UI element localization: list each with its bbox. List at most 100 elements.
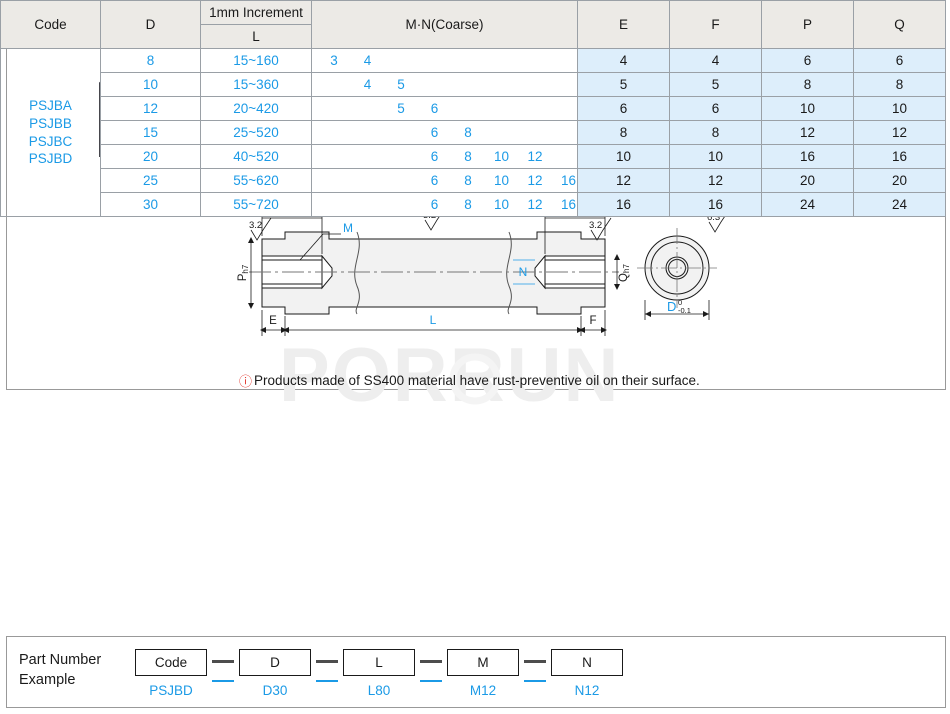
separator-dash-top — [524, 660, 546, 663]
mn-value: 10 — [493, 196, 510, 212]
part-number-segment: N N12 — [551, 649, 623, 698]
table-header-row: Code D 1mm Increment M·N(Coarse) E F P Q — [0, 0, 946, 49]
cell-l: 25~520 — [200, 120, 312, 145]
cell-e: 16 — [577, 192, 670, 217]
header-increment: 1mm Increment — [200, 0, 312, 25]
part-number-box[interactable]: Code — [135, 649, 207, 676]
mn-value: 5 — [397, 100, 405, 116]
cell-mn: 6 8 10 12 — [311, 144, 578, 169]
part-number-segment: Code PSJBD — [135, 649, 207, 698]
dim-label-q: Qh7 — [618, 264, 631, 282]
dim-d-tol-lower: -0.1 — [678, 306, 691, 315]
part-number-box[interactable]: D — [239, 649, 311, 676]
part-number-value: N12 — [574, 683, 600, 698]
dim-d-tol-upper: 0 — [678, 298, 682, 307]
cell-p: 6 — [761, 48, 854, 73]
part-number-segment: D D30 — [239, 649, 311, 698]
cell-f: 8 — [669, 120, 762, 145]
table-row: 20 40~520 6 8 10 12 10 10 16 16 — [1, 144, 946, 169]
part-number-example-title: Part Number Example — [19, 651, 129, 690]
separator-dash-top — [316, 660, 338, 663]
part-number-title-line2: Example — [19, 671, 76, 688]
cell-l: 15~160 — [200, 48, 312, 73]
mn-value: 8 — [464, 124, 472, 140]
part-number-segment: L L80 — [343, 649, 415, 698]
dim-label-l: L — [430, 313, 437, 327]
part-number-separator — [311, 649, 343, 682]
cell-q: 24 — [853, 192, 946, 217]
part-number-sequence: Code PSJBD D D30 L L80 M M12 N N12 — [135, 649, 623, 698]
cell-l: 40~520 — [200, 144, 312, 169]
mn-value: 5 — [397, 76, 405, 92]
mn-value: 8 — [464, 172, 472, 188]
part-number-box[interactable]: N — [551, 649, 623, 676]
cell-q: 10 — [853, 96, 946, 121]
cell-d: 10 — [100, 72, 201, 97]
cell-mn: 6 8 10 12 16 — [311, 192, 578, 217]
cell-p: 10 — [761, 96, 854, 121]
separator-dash-bottom — [316, 680, 338, 682]
mn-value: 12 — [527, 196, 543, 212]
svg-text:3.2: 3.2 — [589, 220, 602, 231]
header-f: F — [669, 0, 762, 49]
svg-text:3.2: 3.2 — [249, 220, 262, 231]
part-number-value: PSJBD — [149, 683, 193, 698]
part-number-segment: M M12 — [447, 649, 519, 698]
dim-label-f: F — [589, 315, 596, 327]
cell-e: 6 — [577, 96, 670, 121]
mn-value: 12 — [527, 172, 543, 188]
cell-d: 8 — [100, 48, 201, 73]
cell-f: 16 — [669, 192, 762, 217]
mn-value: 16 — [560, 172, 577, 188]
cell-f: 5 — [669, 72, 762, 97]
mn-value: 10 — [493, 148, 510, 164]
table-row: 10 15~360 4 5 5 5 8 8 — [1, 72, 946, 97]
cell-e: 8 — [577, 120, 670, 145]
cell-e: 4 — [577, 48, 670, 73]
dim-label-p: Ph7 — [237, 264, 250, 281]
mn-value: 12 — [527, 148, 543, 164]
table-row: PSJBA PSJBB PSJBC PSJBD 8 15~160 3 4 4 4 6 6 — [0, 48, 946, 217]
cell-l: 55~720 — [200, 192, 312, 217]
part-number-box[interactable]: M — [447, 649, 519, 676]
mn-value: 16 — [560, 196, 577, 212]
part-number-value: D30 — [262, 683, 288, 698]
cell-p: 12 — [761, 120, 854, 145]
cell-q: 6 — [853, 48, 946, 73]
cell-code: PSJBC — [28, 133, 73, 149]
cell-d: 15 — [100, 120, 201, 145]
cell-p: 20 — [761, 168, 854, 193]
cell-l: 15~360 — [200, 72, 312, 97]
cell-d: 30 — [100, 192, 201, 217]
separator-dash-top — [212, 660, 234, 663]
part-number-separator — [519, 649, 551, 682]
cell-q: 16 — [853, 144, 946, 169]
header-mn: M·N(Coarse) — [311, 0, 578, 49]
separator-dash-bottom — [420, 680, 442, 682]
info-icon: ⓘ — [239, 374, 253, 389]
table-row: 25 55~620 6 8 10 12 16 12 12 20 20 — [1, 168, 946, 193]
dimensions-table: Code D 1mm Increment M·N(Coarse) E F P Q… — [0, 0, 946, 217]
technical-drawing: M×2 N×2 M N Ph7 — [237, 204, 730, 344]
dim-label-e: E — [269, 315, 277, 327]
finish-symbol-right: 3.2 — [589, 217, 612, 241]
mn-value: 8 — [464, 148, 472, 164]
cell-q: 12 — [853, 120, 946, 145]
cell-f: 6 — [669, 96, 762, 121]
cell-q: 20 — [853, 168, 946, 193]
cell-p: 16 — [761, 144, 854, 169]
cell-p: 24 — [761, 192, 854, 217]
mn-value: 3 — [330, 52, 338, 68]
part-number-box[interactable]: L — [343, 649, 415, 676]
header-q: Q — [853, 0, 946, 49]
mn-value: 8 — [464, 196, 472, 212]
cell-e: 12 — [577, 168, 670, 193]
table-row: 15 25~520 6 8 8 8 12 12 — [1, 120, 946, 145]
part-number-separator — [207, 649, 239, 682]
cell-q: 8 — [853, 72, 946, 97]
dimensions-table-body: PSJBA PSJBB PSJBC PSJBD 8 15~160 3 4 4 4 6 6 10 15~36… — [0, 48, 946, 217]
cell-f: 12 — [669, 168, 762, 193]
part-number-title-line1: Part Number — [19, 652, 102, 668]
table-header-row-2: L — [1, 24, 946, 49]
mn-value: 6 — [430, 100, 439, 116]
